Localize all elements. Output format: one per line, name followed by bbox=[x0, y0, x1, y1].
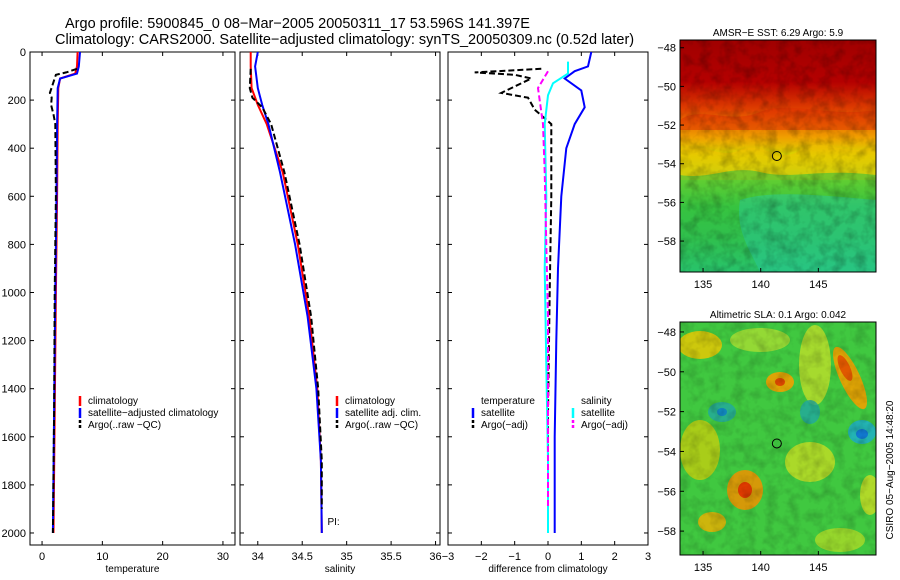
legend-label: satellite bbox=[481, 408, 515, 419]
x-tick-label: 140 bbox=[752, 279, 770, 291]
legend-label: satellite−adjusted climatology bbox=[88, 408, 218, 419]
legend-label: temperature bbox=[481, 396, 535, 407]
legend-label: Argo(−adj) bbox=[481, 420, 528, 431]
legend-label: salinity bbox=[581, 396, 612, 407]
y-tick-label: −54 bbox=[657, 446, 676, 458]
y-tick-label: −58 bbox=[657, 526, 676, 538]
series-line-climatology bbox=[249, 52, 323, 534]
y-tick-label: 400 bbox=[8, 143, 26, 155]
legend-label: climatology bbox=[88, 396, 138, 407]
x-tick-label: 34 bbox=[252, 551, 264, 563]
argo-float-marker bbox=[771, 151, 782, 161]
x-tick-label: 0 bbox=[39, 551, 45, 563]
series-line-temperature-satellite bbox=[553, 51, 593, 533]
x-tick-label: −1 bbox=[508, 551, 521, 563]
x-tick-label: 2 bbox=[612, 551, 618, 563]
series-line-argo-raw-qc bbox=[48, 67, 78, 534]
series-line-temperature-argo-adj bbox=[474, 67, 553, 533]
y-tick-label: −56 bbox=[657, 486, 676, 498]
y-tick-label: −50 bbox=[657, 81, 676, 93]
x-tick-label: −3 bbox=[442, 551, 455, 563]
y-tick-label: −50 bbox=[657, 367, 676, 379]
y-tick-label: 1200 bbox=[2, 336, 26, 348]
salinity-panel: 34 34.5 35 35.5 36 salinity climatologysatelli… bbox=[239, 51, 442, 575]
x-tick-label: 135 bbox=[694, 562, 712, 574]
x-tick-label: 35 bbox=[341, 551, 353, 563]
y-tick-label: 1800 bbox=[2, 480, 26, 492]
pi-annotation: PI: bbox=[327, 517, 339, 528]
legend-label: Argo(−adj) bbox=[581, 420, 628, 431]
x-tick-label: −2 bbox=[475, 551, 488, 563]
sst-map: AMSR−E SST: 6.29 Argo: 5.9 135 140 145 −48 −… bbox=[657, 28, 877, 291]
legend-label: Argo(..raw −QC) bbox=[345, 420, 418, 431]
x-tick-label: 145 bbox=[809, 279, 827, 291]
x-tick-label: 1 bbox=[578, 551, 584, 563]
x-tick-label: 140 bbox=[752, 562, 770, 574]
x-axis-label: difference from climatology bbox=[488, 564, 607, 575]
x-axis-label: salinity bbox=[325, 564, 356, 575]
x-tick-label: 10 bbox=[96, 551, 108, 563]
y-tick-label: 1600 bbox=[2, 432, 26, 444]
sst-map-field bbox=[680, 40, 876, 272]
sst-map-title: AMSR−E SST: 6.29 Argo: 5.9 bbox=[713, 28, 844, 39]
plot-frame bbox=[239, 51, 441, 546]
x-tick-label: 35.5 bbox=[380, 551, 401, 563]
series-line-satellite-adj-clim bbox=[254, 51, 323, 534]
figure-title-line2: Climatology: CARS2000. Satellite−adjuste… bbox=[55, 32, 634, 48]
figure-title-line1: Argo profile: 5900845_0 08−Mar−2005 2005… bbox=[65, 16, 530, 32]
sla-map-axes: 135 140 145 −48 −50 −52 −54 −56 −58 bbox=[657, 327, 827, 574]
x-tick-label: 34.5 bbox=[292, 551, 313, 563]
y-tick-label: −52 bbox=[657, 120, 676, 132]
series-line-salinity-argo-adj bbox=[536, 70, 549, 509]
temperature-panel: 0 10 20 30 0 200 400 600 800 1000 1200 1400 1600 1800… bbox=[2, 47, 236, 575]
x-tick-label: 30 bbox=[217, 551, 229, 563]
difference-panel: −3 −2 −1 0 1 2 3 difference from climatology tem… bbox=[442, 51, 651, 575]
sla-map-field bbox=[680, 322, 876, 555]
y-tick-label: 1000 bbox=[2, 287, 26, 299]
legend-label: climatology bbox=[345, 396, 395, 407]
y-tick-label: 0 bbox=[20, 47, 26, 59]
x-tick-label: 3 bbox=[645, 551, 651, 563]
x-tick-label: 20 bbox=[157, 551, 169, 563]
y-tick-label: 600 bbox=[8, 191, 26, 203]
x-tick-label: 36 bbox=[429, 551, 441, 563]
y-tick-label: −48 bbox=[657, 327, 676, 339]
x-tick-label: 145 bbox=[809, 562, 827, 574]
legend-label: satellite adj. clim. bbox=[345, 408, 421, 419]
legend-label: satellite bbox=[581, 408, 615, 419]
y-tick-label: −48 bbox=[657, 43, 676, 55]
x-axis-label: temperature bbox=[106, 564, 160, 575]
sla-map: Altimetric SLA: 0.1 Argo: 0.042 135 140 14… bbox=[657, 310, 877, 574]
y-tick-label: 2000 bbox=[2, 528, 26, 540]
y-tick-label: −52 bbox=[657, 407, 676, 419]
plot-frame bbox=[29, 51, 236, 546]
y-tick-label: 1400 bbox=[2, 384, 26, 396]
y-tick-label: −54 bbox=[657, 159, 676, 171]
sla-map-title: Altimetric SLA: 0.1 Argo: 0.042 bbox=[710, 310, 847, 321]
y-tick-label: −58 bbox=[657, 236, 676, 248]
credit-stamp: CSIRO 05−Aug−2005 14:48:20 bbox=[885, 400, 896, 539]
y-tick-label: 200 bbox=[8, 95, 26, 107]
legend-label: Argo(..raw −QC) bbox=[88, 420, 161, 431]
series-line-satellite-adjusted-climatology bbox=[51, 51, 81, 534]
x-tick-label: 135 bbox=[694, 279, 712, 291]
sst-map-axes: 135 140 145 −48 −50 −52 −54 −56 −58 bbox=[657, 43, 827, 291]
argo-float-marker bbox=[771, 438, 782, 449]
series-line-argo-raw-qc bbox=[248, 68, 323, 509]
y-tick-label: 800 bbox=[8, 239, 26, 251]
y-tick-label: −56 bbox=[657, 197, 676, 209]
x-tick-label: 0 bbox=[545, 551, 551, 563]
